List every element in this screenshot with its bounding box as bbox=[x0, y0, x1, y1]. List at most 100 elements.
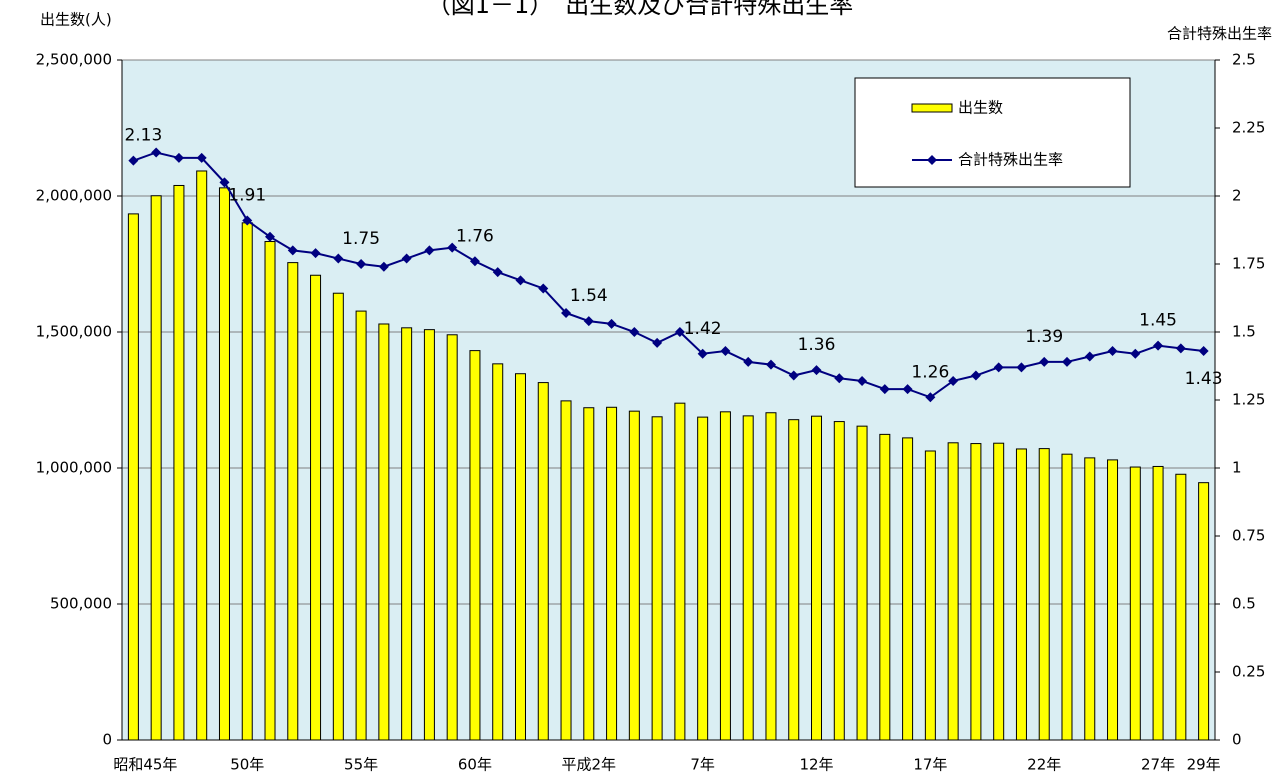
bar bbox=[947, 442, 959, 741]
data-label: 1.75 bbox=[342, 229, 380, 249]
marker bbox=[652, 337, 663, 348]
marker bbox=[1130, 348, 1141, 359]
bar bbox=[401, 327, 413, 741]
marker bbox=[1175, 343, 1186, 354]
bar bbox=[196, 170, 208, 741]
data-label: 1.26 bbox=[911, 362, 949, 382]
y2-tick-label: 1 bbox=[1232, 459, 1242, 477]
bar bbox=[560, 400, 572, 741]
bar bbox=[355, 310, 367, 741]
marker bbox=[583, 316, 594, 327]
bar bbox=[218, 187, 230, 741]
marker bbox=[310, 248, 321, 259]
marker bbox=[265, 231, 276, 242]
marker bbox=[378, 261, 389, 272]
y2-tick-label: 0.75 bbox=[1232, 527, 1265, 545]
marker bbox=[1016, 362, 1027, 373]
bar bbox=[514, 373, 526, 741]
marker bbox=[287, 245, 298, 256]
marker bbox=[561, 307, 572, 318]
bar bbox=[332, 292, 344, 741]
bar bbox=[856, 425, 868, 741]
marker bbox=[401, 253, 412, 264]
marker bbox=[151, 147, 162, 158]
marker bbox=[219, 177, 230, 188]
data-label: 1.91 bbox=[228, 185, 266, 205]
data-label: 1.39 bbox=[1025, 327, 1063, 347]
marker bbox=[834, 373, 845, 384]
y2-tick-label: 0.5 bbox=[1232, 595, 1256, 613]
bar bbox=[1015, 448, 1027, 741]
bar bbox=[811, 415, 823, 741]
data-label: 1.54 bbox=[570, 286, 608, 306]
marker bbox=[606, 318, 617, 329]
bar bbox=[423, 329, 435, 741]
marker bbox=[743, 356, 754, 367]
bar bbox=[765, 412, 777, 741]
marker bbox=[538, 283, 549, 294]
bar bbox=[287, 262, 299, 741]
marker bbox=[925, 392, 936, 403]
marker bbox=[879, 384, 890, 395]
marker bbox=[196, 152, 207, 163]
bar bbox=[264, 241, 276, 741]
legend-box bbox=[854, 77, 1131, 188]
bar bbox=[469, 350, 481, 741]
bar bbox=[1084, 457, 1096, 741]
data-label: 1.76 bbox=[456, 226, 494, 246]
marker bbox=[629, 327, 640, 337]
marker bbox=[674, 327, 685, 337]
bar bbox=[173, 184, 185, 741]
bar bbox=[606, 406, 618, 741]
bar bbox=[378, 323, 390, 741]
bar bbox=[879, 433, 891, 741]
marker bbox=[1107, 346, 1118, 357]
y-tick-label: 1,000,000 bbox=[36, 459, 112, 477]
marker bbox=[788, 370, 799, 381]
legend-label: 出生数 bbox=[958, 99, 1003, 117]
y-tick-label: 2,000,000 bbox=[36, 187, 112, 205]
x-tick-label: 60年 bbox=[458, 756, 492, 774]
bar bbox=[742, 415, 754, 741]
marker bbox=[720, 346, 731, 357]
bar bbox=[1107, 459, 1119, 741]
data-label: 1.42 bbox=[684, 319, 722, 339]
marker bbox=[1084, 351, 1095, 362]
bar bbox=[674, 402, 686, 741]
x-tick-label: 昭和45年 bbox=[113, 756, 177, 774]
marker bbox=[356, 259, 367, 269]
marker bbox=[857, 375, 868, 386]
y2-tick-label: 1.5 bbox=[1232, 323, 1256, 341]
marker bbox=[333, 253, 344, 264]
marker bbox=[993, 362, 1004, 373]
x-tick-label: 55年 bbox=[344, 756, 378, 774]
y2-tick-label: 2.25 bbox=[1232, 119, 1265, 137]
marker bbox=[515, 275, 526, 286]
marker bbox=[811, 365, 822, 376]
y-tick-label: 0 bbox=[102, 731, 112, 749]
bar bbox=[833, 421, 845, 741]
y2-tick-label: 2.5 bbox=[1232, 51, 1256, 69]
bar bbox=[1129, 466, 1141, 741]
bar bbox=[993, 442, 1005, 741]
bar bbox=[970, 443, 982, 741]
x-tick-label: 17年 bbox=[913, 756, 947, 774]
bar bbox=[310, 274, 322, 741]
y2-tick-label: 0.25 bbox=[1232, 663, 1265, 681]
y2-tick-label: 1.75 bbox=[1232, 255, 1265, 273]
marker bbox=[492, 267, 503, 278]
bar bbox=[1198, 482, 1210, 741]
bar bbox=[719, 411, 731, 741]
marker bbox=[970, 370, 981, 381]
x-tick-label: 12年 bbox=[799, 756, 833, 774]
marker bbox=[1198, 346, 1209, 357]
bar bbox=[788, 419, 800, 741]
bar bbox=[902, 437, 914, 741]
bar bbox=[628, 410, 640, 741]
legend-marker bbox=[927, 155, 937, 165]
marker bbox=[1153, 340, 1164, 351]
y2-tick-label: 0 bbox=[1232, 731, 1242, 749]
bar bbox=[537, 382, 549, 741]
